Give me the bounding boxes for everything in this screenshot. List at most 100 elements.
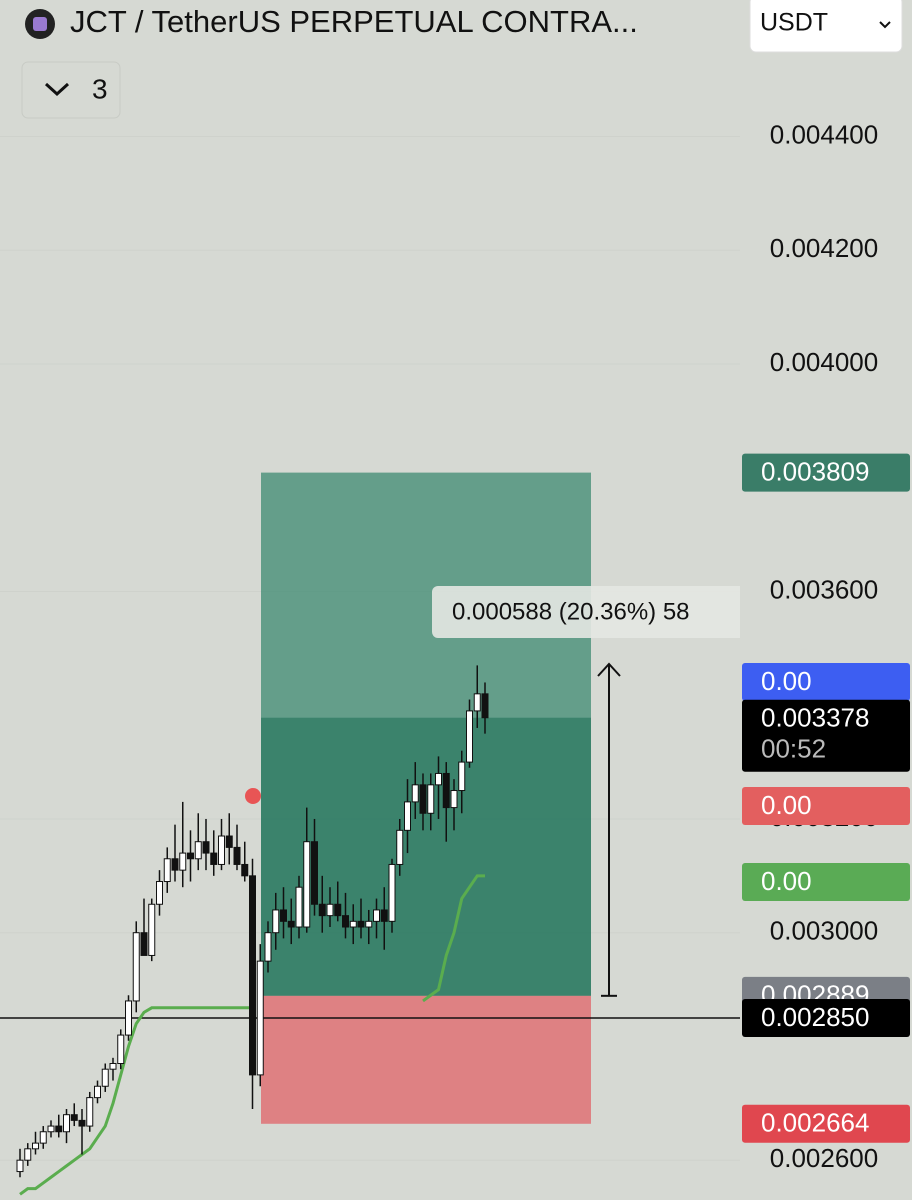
candle-body (70, 1114, 78, 1121)
target-badge-bg (742, 453, 910, 492)
indicators-count[interactable]: 3 (92, 73, 108, 104)
profit-zone-filled (261, 717, 591, 996)
candle-body (109, 1063, 117, 1070)
indicator-badge-bg (742, 663, 910, 701)
measure-label-group: 0.000588 (20.36%) 58 (432, 586, 740, 638)
candle-body (295, 886, 303, 928)
candle-body (55, 1125, 63, 1133)
candle-body (210, 852, 218, 865)
candle-body (194, 841, 202, 860)
candle-body (435, 772, 442, 786)
loss-zone (261, 995, 591, 1124)
candle-body (272, 909, 280, 934)
candle-body (233, 846, 241, 865)
stop-badge-bg (742, 1104, 910, 1143)
candle-body (396, 829, 404, 865)
indicator-badge-bg (742, 863, 910, 901)
candle-body (32, 1142, 39, 1150)
candle-body (318, 903, 326, 917)
entry-handle (245, 788, 261, 804)
candle-body (442, 772, 450, 809)
candle-body (148, 903, 156, 956)
candle-body (156, 881, 163, 905)
candle-body (365, 920, 373, 928)
candle-body (404, 801, 411, 831)
candle-body (311, 841, 318, 905)
candle-body (117, 1034, 125, 1065)
candle-body (16, 1159, 24, 1173)
candle-body (171, 858, 179, 871)
candle-body (264, 932, 272, 962)
candle-body (342, 915, 349, 928)
candle-body (39, 1131, 47, 1144)
candle-body (280, 909, 287, 922)
candle-body (86, 1097, 94, 1127)
candle-body (357, 920, 365, 928)
candle-body (373, 909, 380, 922)
candle-body (225, 835, 233, 848)
indicators-toggle[interactable] (21, 61, 121, 119)
currency-chevron (879, 21, 891, 29)
y-tick-label: 0.003600 (770, 574, 878, 604)
candle-body (388, 863, 396, 922)
candle-body (419, 784, 427, 814)
indicator-badge: 0.00 (761, 866, 812, 896)
measure-label: 0.000588 (20.36%) 58 (452, 598, 690, 625)
candle-body (380, 909, 388, 922)
candle-body (63, 1114, 70, 1133)
candle-body (132, 932, 140, 1002)
candle-body (163, 858, 171, 883)
candle-body (47, 1125, 55, 1133)
candle-body (241, 863, 249, 877)
indicator-badge: 0.00 (761, 790, 812, 820)
y-tick-label: 0.004000 (770, 347, 878, 377)
candle-body (202, 841, 210, 854)
candle-body (326, 903, 334, 917)
candle-body (125, 1000, 132, 1036)
hline-badge: 0.002850 (761, 1002, 869, 1032)
indicator-badge-bg (742, 787, 910, 825)
countdown: 00:52 (761, 734, 826, 764)
candle-body (334, 903, 342, 917)
candle-body (94, 1085, 101, 1099)
symbol-title[interactable]: JCT / TetherUS PERPETUAL CONTRA... (70, 4, 638, 39)
indicators-chevron (44, 82, 70, 97)
current-price: 0.003378 (761, 703, 869, 733)
hline-badge-bg (742, 999, 910, 1038)
candle-body (466, 710, 473, 763)
candle-body (481, 693, 489, 719)
y-tick-label: 0.003000 (770, 916, 878, 946)
candle-body (458, 761, 466, 792)
currency-select[interactable] (749, 0, 903, 53)
target-badge: 0.003809 (761, 456, 869, 486)
candle-body (179, 852, 187, 871)
candle-body (187, 852, 194, 860)
indicator-badge: 0.00 (761, 666, 812, 696)
candle-body (303, 841, 311, 928)
candle-body (256, 960, 264, 1076)
measure-label-bg (432, 586, 740, 638)
current-badge-bg (742, 699, 910, 772)
candle-body (101, 1068, 109, 1087)
trend-line (19, 874, 485, 1196)
candle-body (427, 784, 435, 814)
candle-body (140, 932, 148, 956)
y-tick-label: 0.002600 (770, 1143, 878, 1173)
candle-body (450, 790, 458, 809)
candle-body (287, 920, 295, 928)
measure-arrow-head (597, 662, 621, 677)
y-tick-label: 0.004400 (770, 119, 878, 149)
candle-body (218, 835, 225, 865)
candle-body (78, 1119, 86, 1127)
candle-body (473, 693, 481, 712)
candle-body (249, 875, 256, 1076)
symbol-icon-inner (33, 17, 47, 31)
y-tick-label: 0.004200 (770, 233, 878, 263)
candle-body (24, 1148, 32, 1161)
candle-body (349, 920, 357, 928)
currency-label[interactable]: USDT (760, 9, 828, 37)
candle-body (411, 784, 419, 803)
stop-badge: 0.002664 (761, 1108, 869, 1138)
